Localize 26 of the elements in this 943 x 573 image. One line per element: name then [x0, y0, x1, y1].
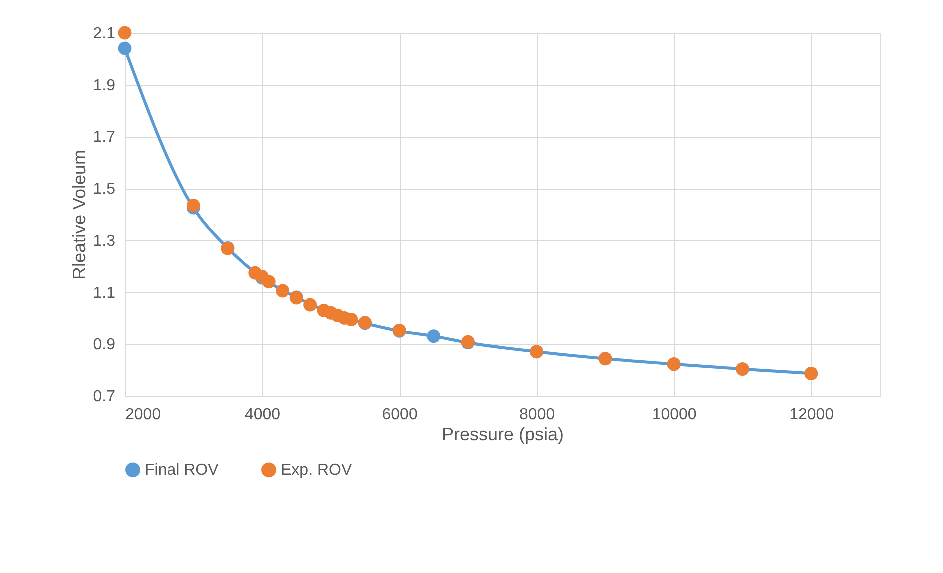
point [276, 284, 290, 298]
y-tick-label: 2.1 [93, 26, 116, 42]
point [262, 275, 276, 289]
x-tick-label: 8000 [520, 406, 556, 424]
point [427, 330, 441, 344]
y-axis-title: Rleative Voleum [69, 150, 90, 280]
x-tick-label: 4000 [244, 406, 281, 424]
x-tick-label: 12000 [790, 406, 834, 424]
legend-label: Exp. ROV [281, 462, 352, 480]
x-axis-title: Pressure (psia) [442, 424, 564, 444]
point [118, 42, 132, 56]
y-tick-label: 1.7 [93, 129, 116, 146]
y-tick-label: 1.5 [93, 181, 116, 198]
point [344, 313, 358, 326]
y-tick-label: 1.9 [93, 77, 116, 94]
legend-label: Final ROV [145, 462, 220, 480]
point [186, 198, 200, 212]
x-tick-label: 2000 [126, 406, 162, 424]
y-tick-label: 0.9 [93, 336, 116, 354]
y-tick-label: 1.3 [93, 232, 116, 250]
point [118, 26, 132, 40]
x-tick-label: 6000 [382, 406, 418, 424]
point [304, 298, 318, 312]
y-tick-label: 0.7 [93, 388, 116, 406]
x-tick-label: 10000 [652, 406, 697, 424]
y-tick-label: 1.1 [93, 284, 116, 302]
